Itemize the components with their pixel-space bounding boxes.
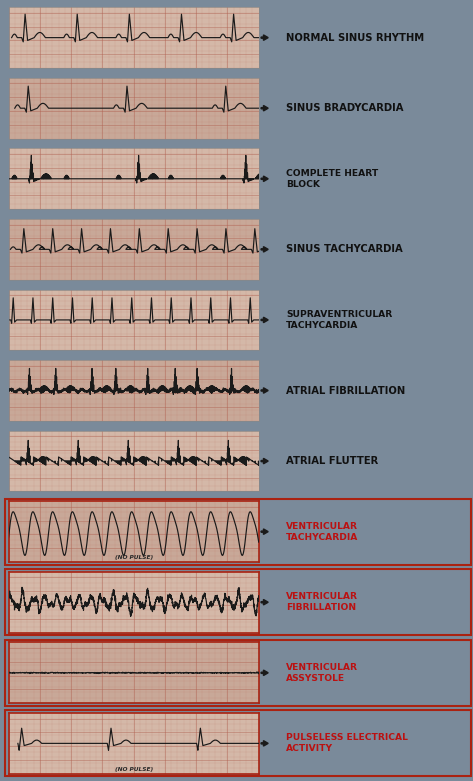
Text: ATRIAL FIBRILLATION: ATRIAL FIBRILLATION xyxy=(286,386,405,395)
Text: (NO PULSE): (NO PULSE) xyxy=(114,767,153,772)
Text: SINUS BRADYCARDIA: SINUS BRADYCARDIA xyxy=(286,103,403,113)
Text: (NO PULSE): (NO PULSE) xyxy=(114,555,153,560)
Text: PULSELESS ELECTRICAL
ACTIVITY: PULSELESS ELECTRICAL ACTIVITY xyxy=(286,733,408,753)
Text: COMPLETE HEART
BLOCK: COMPLETE HEART BLOCK xyxy=(286,169,378,189)
Text: SINUS TACHYCARDIA: SINUS TACHYCARDIA xyxy=(286,244,403,255)
Text: SUPRAVENTRICULAR
TACHYCARDIA: SUPRAVENTRICULAR TACHYCARDIA xyxy=(286,310,392,330)
Text: VENTRICULAR
ASSYSTOLE: VENTRICULAR ASSYSTOLE xyxy=(286,663,358,683)
Text: VENTRICULAR
FIBRILLATION: VENTRICULAR FIBRILLATION xyxy=(286,592,358,612)
Text: VENTRICULAR
TACHYCARDIA: VENTRICULAR TACHYCARDIA xyxy=(286,522,359,541)
Text: NORMAL SINUS RHYTHM: NORMAL SINUS RHYTHM xyxy=(286,33,424,43)
Text: ATRIAL FLUTTER: ATRIAL FLUTTER xyxy=(286,456,378,466)
